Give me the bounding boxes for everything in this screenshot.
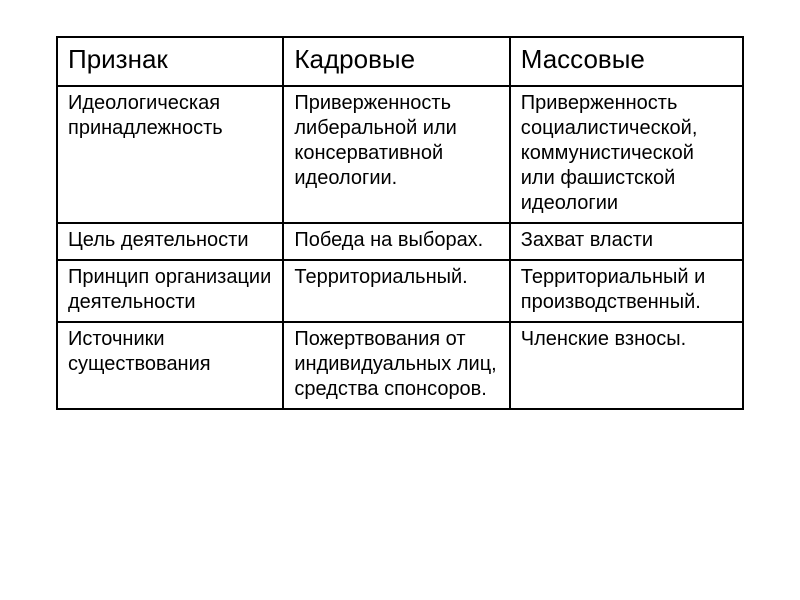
table-cell: Приверженность либеральной или консерват… (283, 86, 509, 223)
table-cell: Членские взносы. (510, 322, 743, 409)
page: Признак Кадровые Массовые Идеологическая… (0, 0, 800, 446)
table-row: Цель деятельности Победа на выборах. Зах… (57, 223, 743, 260)
table-cell: Территориальный и производственный. (510, 260, 743, 322)
table-header-row: Признак Кадровые Массовые (57, 37, 743, 86)
table-cell: Источники существования (57, 322, 283, 409)
table-cell: Захват власти (510, 223, 743, 260)
table-cell: Приверженность социалистической, коммуни… (510, 86, 743, 223)
column-header: Признак (57, 37, 283, 86)
table-row: Принцип организации деятельности Террито… (57, 260, 743, 322)
column-header: Массовые (510, 37, 743, 86)
table-cell: Идеологическая принадлежность (57, 86, 283, 223)
table-cell: Цель деятельности (57, 223, 283, 260)
column-header: Кадровые (283, 37, 509, 86)
table-row: Источники существования Пожертвования от… (57, 322, 743, 409)
table-cell: Победа на выборах. (283, 223, 509, 260)
table-cell: Территориальный. (283, 260, 509, 322)
table-row: Идеологическая принадлежность Приверженн… (57, 86, 743, 223)
table-cell: Принцип организации деятельности (57, 260, 283, 322)
table-cell: Пожертвования от индивидуальных лиц, сре… (283, 322, 509, 409)
comparison-table: Признак Кадровые Массовые Идеологическая… (56, 36, 744, 410)
